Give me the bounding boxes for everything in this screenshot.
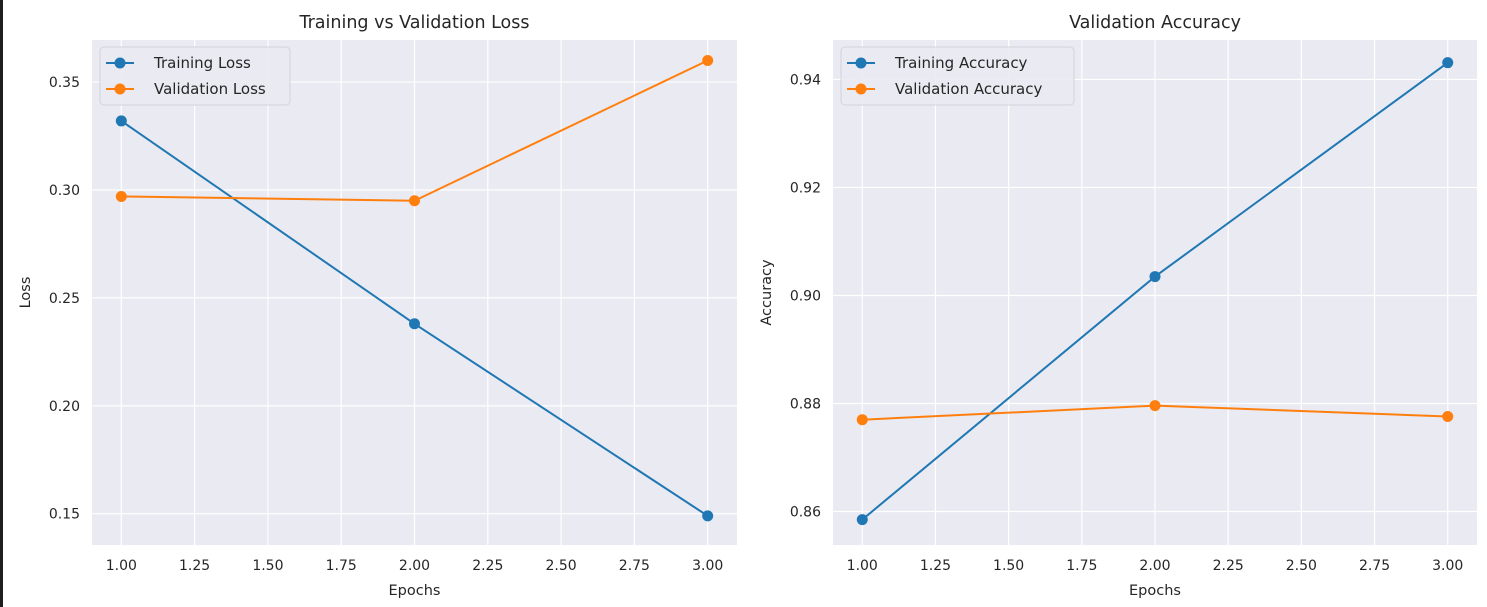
legend-marker — [114, 83, 126, 95]
x-tick-label: 1.25 — [179, 558, 210, 574]
x-tick-label: 2.75 — [1359, 558, 1390, 574]
data-point — [1442, 410, 1454, 422]
y-tick-label: 0.92 — [790, 180, 821, 196]
data-point — [115, 190, 127, 202]
legend-label: Validation Accuracy — [895, 80, 1042, 98]
x-tick-label: 3.00 — [1432, 558, 1463, 574]
data-point — [1149, 400, 1161, 412]
legend-label: Validation Loss — [154, 80, 266, 98]
y-tick-label: 0.35 — [49, 75, 80, 91]
x-tick-label: 3.00 — [692, 558, 723, 574]
legend-box — [99, 46, 291, 106]
y-tick-label: 0.25 — [49, 291, 80, 307]
x-tick-label: 2.00 — [399, 558, 430, 574]
legend-box — [840, 46, 1075, 106]
x-tick-label: 2.25 — [1213, 558, 1244, 574]
y-axis-label: Loss — [18, 277, 34, 309]
data-point — [409, 195, 420, 207]
y-tick-label: 0.86 — [790, 505, 821, 521]
y-tick-label: 0.90 — [790, 288, 821, 304]
x-tick-label: 2.25 — [472, 558, 503, 574]
y-tick-label: 0.20 — [49, 399, 80, 415]
y-tick-label: 0.88 — [790, 396, 821, 412]
legend-marker — [855, 57, 867, 69]
legend-marker — [855, 83, 867, 95]
y-tick-label: 0.94 — [790, 72, 821, 88]
x-tick-label: 1.50 — [252, 558, 283, 574]
data-point — [702, 510, 714, 522]
x-tick-label: 2.50 — [1286, 558, 1317, 574]
data-point — [856, 514, 868, 526]
x-tick-label: 1.25 — [920, 558, 951, 574]
data-point — [856, 414, 868, 426]
legend-marker — [114, 57, 126, 69]
x-tick-label: 1.00 — [847, 558, 878, 574]
x-tick-label: 2.50 — [546, 558, 577, 574]
legend: Training Loss Validation Loss — [99, 46, 291, 106]
x-tick-label: 2.75 — [619, 558, 650, 574]
x-tick-label: 1.00 — [106, 558, 137, 574]
chart-title: Validation Accuracy — [1069, 13, 1241, 33]
window-edge — [0, 0, 3, 607]
x-tick-label: 1.50 — [993, 558, 1024, 574]
x-tick-label: 2.00 — [1139, 558, 1170, 574]
legend: Training Accuracy Validation Accuracy — [840, 46, 1075, 106]
x-axis-label: Epochs — [1129, 583, 1181, 599]
legend-label: Training Loss — [153, 54, 251, 72]
data-point — [1442, 57, 1454, 69]
data-point — [702, 55, 714, 67]
x-axis-label: Epochs — [389, 583, 441, 599]
data-point — [115, 115, 127, 127]
chart-title: Training vs Validation Loss — [298, 13, 529, 33]
chart-1: 1.00 1.25 1.50 1.75 2.00 2.25 2.50 2.75 3.00 0.86… — [759, 13, 1477, 599]
x-tick-label: 1.75 — [326, 558, 357, 574]
data-point — [1149, 271, 1161, 283]
legend-label: Training Accuracy — [894, 54, 1028, 72]
y-tick-label: 0.15 — [49, 507, 80, 523]
x-tick-label: 1.75 — [1066, 558, 1097, 574]
data-point — [409, 318, 420, 330]
y-axis-label: Accuracy — [759, 259, 775, 326]
chart-0: 1.00 1.25 1.50 1.75 2.00 2.25 2.50 2.75 3.00 0.15… — [18, 13, 737, 599]
y-tick-label: 0.30 — [49, 183, 80, 199]
